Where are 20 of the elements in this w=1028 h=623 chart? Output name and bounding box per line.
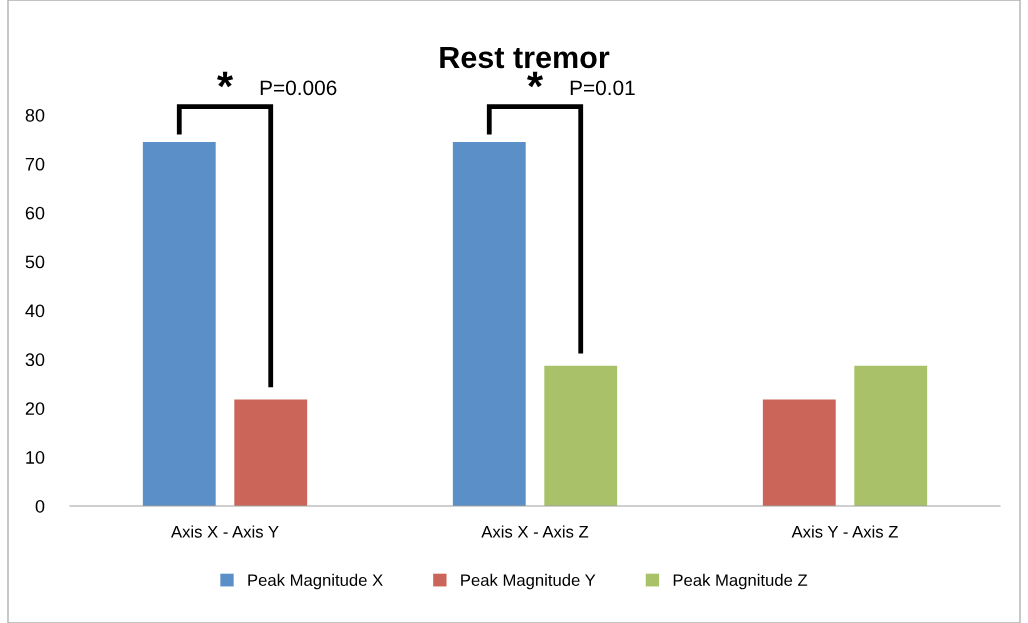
y-tick-label: 20 bbox=[25, 402, 45, 415]
y-tick-label: 70 bbox=[25, 157, 45, 171]
x-tick-label: Axis Y - Axis Z bbox=[791, 525, 898, 538]
legend-label: Peak Magnitude X bbox=[248, 573, 383, 590]
legend-label: Peak Magnitude Z bbox=[673, 573, 808, 590]
y-tick-label: 50 bbox=[25, 255, 45, 269]
x-tick-label: Axis X - Axis Y bbox=[171, 525, 279, 538]
text: * bbox=[527, 71, 544, 88]
x-tick-label: Axis X - Axis Z bbox=[481, 525, 589, 538]
text: * bbox=[217, 71, 234, 88]
chart-title: Rest tremor bbox=[440, 46, 610, 69]
y-tick-label: 60 bbox=[25, 206, 45, 220]
y-tick-label: 10 bbox=[26, 451, 45, 464]
y-tick-label: 40 bbox=[25, 304, 45, 318]
y-tick-label: 30 bbox=[25, 353, 45, 367]
text: P=0.006 bbox=[260, 80, 337, 96]
y-tick-label: 0 bbox=[35, 499, 45, 513]
legend-label: Peak Magnitude Y bbox=[461, 573, 596, 590]
text: P=0.01 bbox=[570, 80, 635, 96]
y-tick-label: 80 bbox=[25, 108, 45, 122]
